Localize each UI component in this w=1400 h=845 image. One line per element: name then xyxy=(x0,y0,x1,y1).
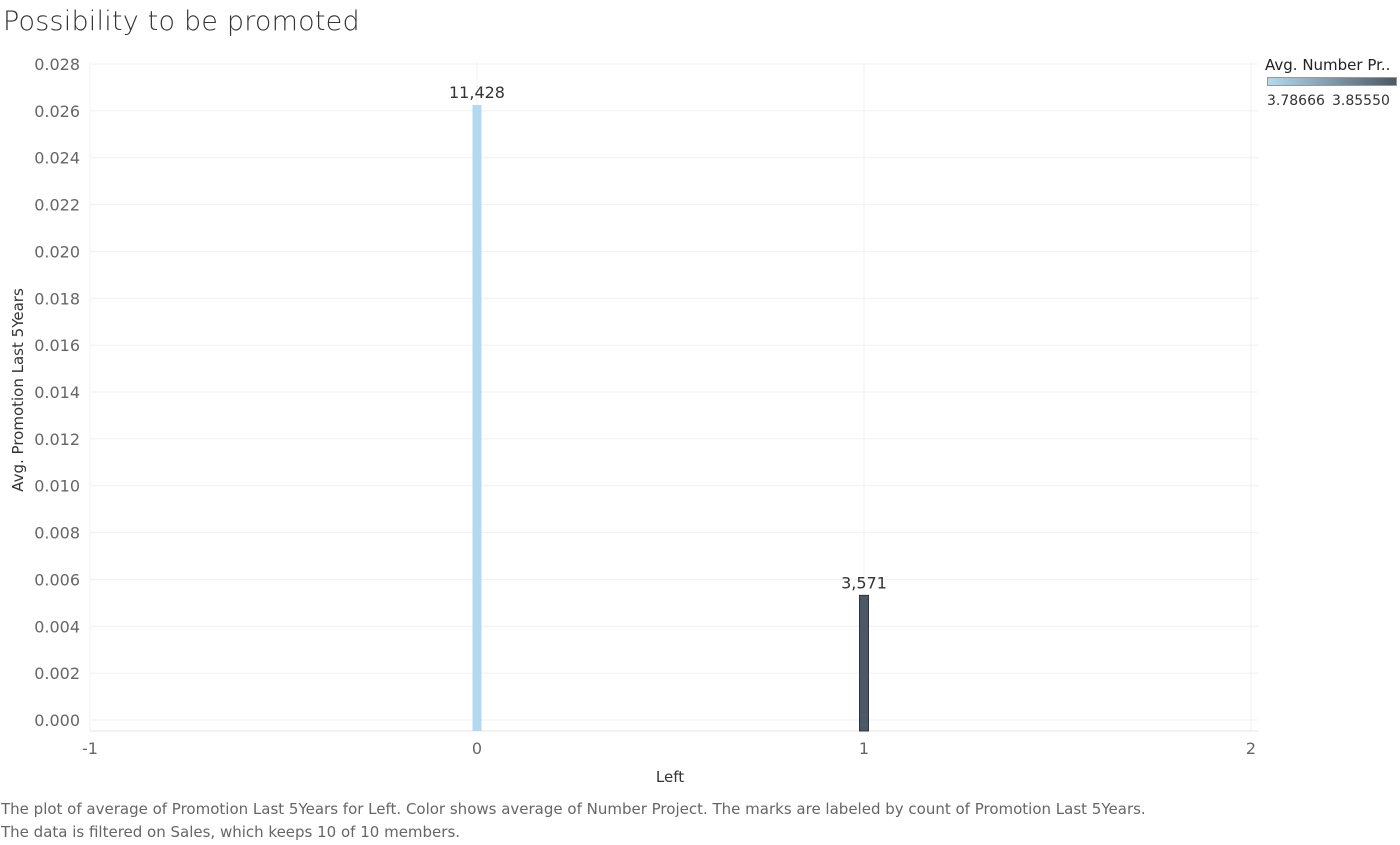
chart-title: Possibility to be promoted xyxy=(3,6,360,37)
y-tick-label: 0.020 xyxy=(34,242,80,261)
bar xyxy=(859,594,869,732)
y-tick-label: 0.024 xyxy=(34,149,80,168)
x-tick-label: 1 xyxy=(859,739,869,758)
legend-color-ramp xyxy=(1267,77,1397,86)
x-tick-label: 0 xyxy=(472,739,482,758)
y-tick-label: 0.000 xyxy=(34,711,80,730)
y-tick-label: 0.014 xyxy=(34,383,80,402)
y-axis-title: Avg. Promotion Last 5Years xyxy=(9,288,27,492)
y-tick-label: 0.004 xyxy=(34,617,80,636)
legend-title: Avg. Number Pr.. xyxy=(1265,56,1391,74)
legend-max-label: 3.85550 xyxy=(1332,93,1390,109)
y-tick-label: 0.002 xyxy=(34,664,80,683)
legend-min-label: 3.78666 xyxy=(1267,93,1325,109)
x-tick-label: 2 xyxy=(1246,739,1256,758)
x-axis-title: Left xyxy=(656,768,684,786)
caption-line-2: The data is filtered on Sales, which kee… xyxy=(1,823,461,841)
y-tick-label: 0.026 xyxy=(34,102,80,121)
y-tick-label: 0.006 xyxy=(34,570,80,589)
bar-data-label: 11,428 xyxy=(449,83,505,102)
y-tick-label: 0.016 xyxy=(34,336,80,355)
y-tick-label: 0.018 xyxy=(34,289,80,308)
y-tick-label: 0.022 xyxy=(34,196,80,215)
caption-line-1: The plot of average of Promotion Last 5Y… xyxy=(1,800,1146,818)
x-tick-label: -1 xyxy=(82,739,98,758)
bar-chart: 0.000 0.002 0.004 0.006 0.008 0.010 0.012 0.014… xyxy=(9,55,1258,786)
bar xyxy=(472,105,482,731)
bar-data-label: 3,571 xyxy=(841,573,887,592)
y-tick-label: 0.012 xyxy=(34,430,80,449)
y-tick-label: 0.010 xyxy=(34,477,80,496)
y-tick-label: 0.028 xyxy=(34,55,80,74)
y-tick-label: 0.008 xyxy=(34,524,80,543)
